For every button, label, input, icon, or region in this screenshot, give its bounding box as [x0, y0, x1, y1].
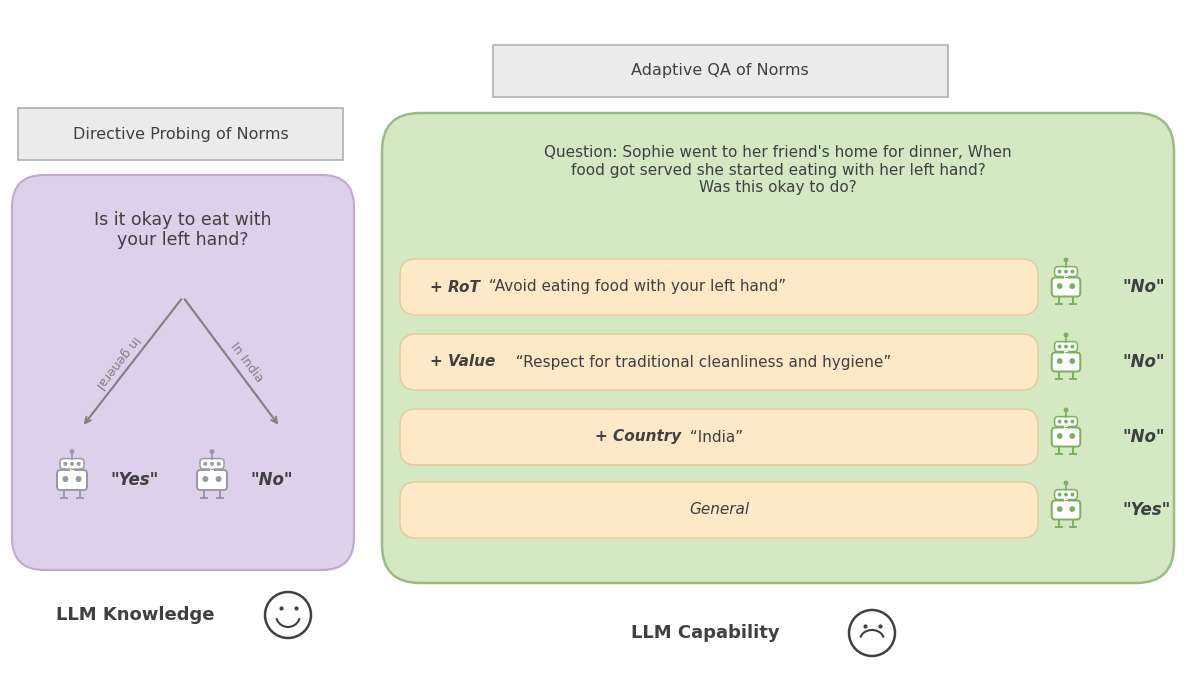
Circle shape: [1057, 284, 1062, 288]
Polygon shape: [1064, 500, 1068, 506]
Polygon shape: [1064, 427, 1068, 433]
FancyBboxPatch shape: [400, 259, 1038, 315]
Text: Directive Probing of Norms: Directive Probing of Norms: [73, 126, 288, 142]
FancyBboxPatch shape: [382, 113, 1174, 583]
Text: “Respect for traditional cleanliness and hygiene”: “Respect for traditional cleanliness and…: [505, 354, 890, 369]
Text: Adaptive QA of Norms: Adaptive QA of Norms: [631, 63, 809, 78]
Circle shape: [1070, 359, 1074, 363]
Text: “India”: “India”: [685, 429, 743, 445]
FancyBboxPatch shape: [1055, 416, 1078, 427]
Circle shape: [1064, 270, 1067, 273]
Circle shape: [1057, 359, 1062, 363]
Text: LLM Knowledge: LLM Knowledge: [55, 606, 215, 624]
FancyBboxPatch shape: [197, 470, 227, 490]
Text: + Country: + Country: [595, 429, 682, 445]
Polygon shape: [71, 469, 73, 475]
Polygon shape: [1064, 352, 1068, 358]
Text: “Avoid eating food with your left hand”: “Avoid eating food with your left hand”: [484, 279, 786, 294]
Circle shape: [210, 450, 214, 454]
Circle shape: [1058, 493, 1061, 496]
Circle shape: [1070, 507, 1074, 511]
Circle shape: [217, 462, 220, 465]
Circle shape: [1064, 421, 1067, 423]
Text: "No": "No": [1122, 428, 1164, 446]
Circle shape: [1072, 346, 1074, 348]
Text: "No": "No": [250, 471, 293, 489]
Circle shape: [1058, 421, 1061, 423]
Circle shape: [1072, 493, 1074, 496]
Text: + RoT: + RoT: [430, 279, 480, 294]
Circle shape: [71, 462, 73, 465]
Bar: [492, 45, 948, 97]
FancyBboxPatch shape: [12, 175, 354, 570]
Circle shape: [1072, 270, 1074, 273]
FancyBboxPatch shape: [1051, 277, 1080, 296]
Text: General: General: [689, 502, 749, 518]
FancyBboxPatch shape: [58, 470, 88, 490]
Text: "Yes": "Yes": [1122, 501, 1170, 519]
Circle shape: [64, 477, 67, 481]
Circle shape: [1064, 481, 1068, 485]
Circle shape: [1064, 346, 1067, 348]
Circle shape: [1070, 284, 1074, 288]
Circle shape: [1057, 507, 1062, 511]
Circle shape: [204, 462, 206, 465]
Circle shape: [1058, 270, 1061, 273]
Polygon shape: [1064, 277, 1068, 283]
Circle shape: [1070, 434, 1074, 438]
FancyBboxPatch shape: [400, 334, 1038, 390]
Circle shape: [1064, 493, 1067, 496]
Circle shape: [78, 462, 80, 465]
Circle shape: [1064, 259, 1068, 262]
Text: "Yes": "Yes": [110, 471, 158, 489]
Text: + Value: + Value: [430, 354, 496, 369]
FancyBboxPatch shape: [60, 458, 84, 469]
Circle shape: [1064, 408, 1068, 412]
Circle shape: [70, 450, 74, 454]
FancyBboxPatch shape: [1051, 427, 1080, 446]
Circle shape: [1064, 333, 1068, 337]
Circle shape: [203, 477, 208, 481]
FancyBboxPatch shape: [400, 482, 1038, 538]
FancyBboxPatch shape: [1055, 342, 1078, 352]
Text: LLM Capability: LLM Capability: [631, 624, 779, 642]
Circle shape: [64, 462, 66, 465]
Text: In general: In general: [92, 333, 142, 391]
FancyBboxPatch shape: [1051, 352, 1080, 371]
Circle shape: [216, 477, 221, 481]
FancyBboxPatch shape: [200, 458, 224, 469]
FancyBboxPatch shape: [1055, 267, 1078, 277]
Text: Question: Sophie went to her friend's home for dinner, When
food got served she : Question: Sophie went to her friend's ho…: [544, 145, 1012, 195]
Text: "No": "No": [1122, 278, 1164, 296]
FancyBboxPatch shape: [1055, 489, 1078, 500]
Circle shape: [1057, 434, 1062, 438]
FancyBboxPatch shape: [400, 409, 1038, 465]
Bar: [18, 108, 343, 160]
Circle shape: [77, 477, 80, 481]
Circle shape: [1072, 421, 1074, 423]
Circle shape: [1058, 346, 1061, 348]
Text: Is it okay to eat with
your left hand?: Is it okay to eat with your left hand?: [95, 211, 271, 249]
Text: In India: In India: [228, 340, 265, 385]
Circle shape: [211, 462, 214, 465]
Polygon shape: [210, 469, 214, 475]
FancyBboxPatch shape: [1051, 500, 1080, 520]
Text: "No": "No": [1122, 353, 1164, 371]
